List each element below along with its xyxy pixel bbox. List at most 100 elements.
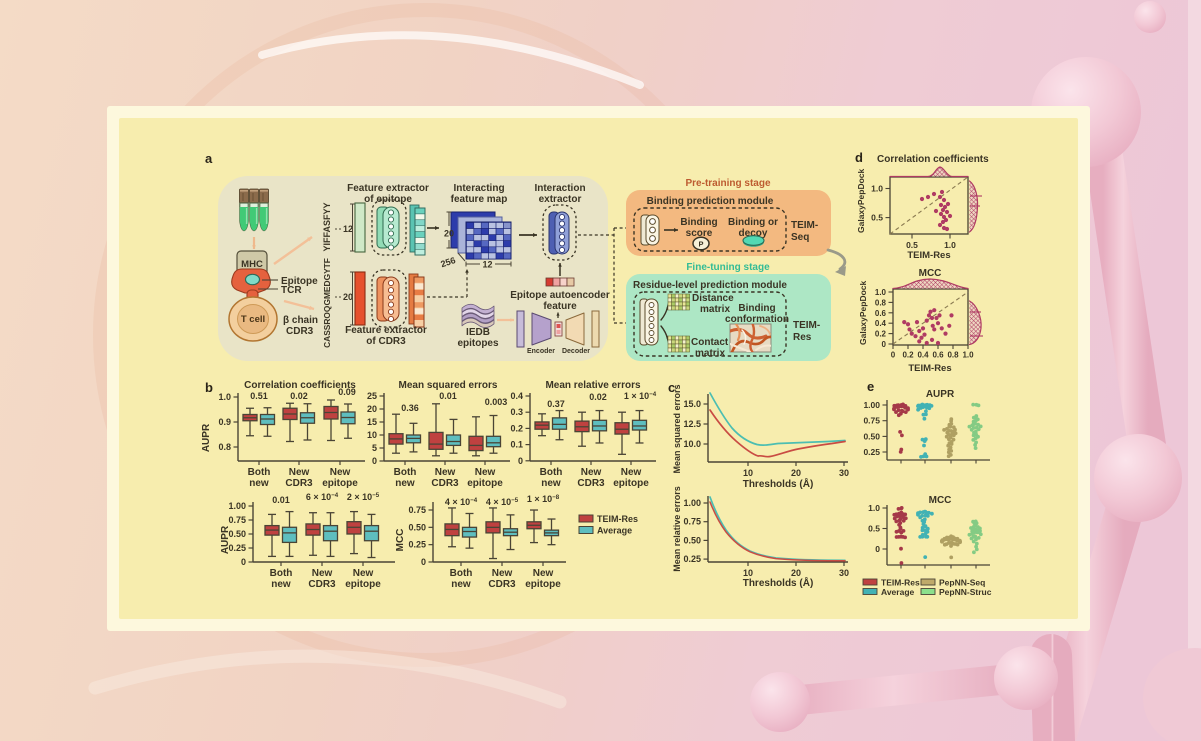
svg-text:CDR3: CDR3 <box>308 579 336 590</box>
svg-text:10: 10 <box>743 568 753 578</box>
svg-text:25: 25 <box>367 391 377 401</box>
svg-text:PepNN-Struc: PepNN-Struc <box>939 587 992 597</box>
svg-text:MHC: MHC <box>241 259 263 270</box>
svg-text:1.0: 1.0 <box>871 184 883 194</box>
svg-text:d: d <box>855 150 863 165</box>
svg-text:Both: Both <box>540 467 563 478</box>
svg-text:Residue-level prediction modul: Residue-level prediction module <box>633 280 787 291</box>
svg-text:Encoder: Encoder <box>527 348 555 355</box>
svg-text:Average: Average <box>881 587 915 597</box>
svg-text:10: 10 <box>367 430 377 440</box>
svg-text:4 × 10−5: 4 × 10−5 <box>486 497 519 507</box>
svg-text:10.0: 10.0 <box>683 439 701 449</box>
svg-text:0.5: 0.5 <box>871 213 883 223</box>
svg-text:0: 0 <box>372 456 377 466</box>
svg-text:TEIM-Res: TEIM-Res <box>908 363 951 374</box>
svg-text:CASSROQGMEDGYTF: CASSROQGMEDGYTF <box>322 258 332 348</box>
svg-text:0.50: 0.50 <box>683 535 701 545</box>
svg-text:Correlation coefficients: Correlation coefficients <box>244 380 356 391</box>
svg-text:0.5: 0.5 <box>868 524 880 534</box>
svg-text:0.02: 0.02 <box>589 392 607 402</box>
svg-text:0: 0 <box>241 557 246 567</box>
svg-text:New: New <box>330 467 351 478</box>
svg-text:feature map: feature map <box>451 194 508 205</box>
svg-text:b: b <box>205 380 213 395</box>
svg-text:15.0: 15.0 <box>683 399 701 409</box>
svg-text:score: score <box>686 228 713 239</box>
svg-text:0.2: 0.2 <box>510 423 523 433</box>
svg-text:1.00: 1.00 <box>863 400 880 410</box>
svg-text:P: P <box>698 240 703 249</box>
svg-text:0: 0 <box>891 351 896 360</box>
svg-text:decoy: decoy <box>739 228 768 239</box>
svg-text:new: new <box>249 478 269 489</box>
svg-text:TEIM-Res: TEIM-Res <box>907 250 950 261</box>
svg-text:GalaxyPepDock: GalaxyPepDock <box>856 168 866 233</box>
svg-text:c: c <box>668 380 675 395</box>
svg-text:AUPR: AUPR <box>220 525 231 554</box>
svg-text:MCC: MCC <box>395 529 406 552</box>
svg-text:new: new <box>541 478 561 489</box>
svg-text:Correlation coefficients: Correlation coefficients <box>877 154 989 165</box>
svg-text:0.1: 0.1 <box>510 440 523 450</box>
svg-text:0.37: 0.37 <box>547 399 565 409</box>
svg-text:1 × 10−4: 1 × 10−4 <box>624 391 657 401</box>
svg-text:0.2: 0.2 <box>875 330 887 339</box>
svg-text:new: new <box>395 478 415 489</box>
svg-text:0.4: 0.4 <box>875 319 887 328</box>
svg-text:Mean squared errors: Mean squared errors <box>672 384 682 473</box>
svg-text:Both: Both <box>248 467 271 478</box>
svg-text:Fine-tuning stage: Fine-tuning stage <box>686 262 770 273</box>
svg-text:Binding: Binding <box>738 303 775 314</box>
svg-text:new: new <box>451 579 471 590</box>
svg-text:Average: Average <box>597 526 632 536</box>
svg-text:0.4: 0.4 <box>917 351 929 360</box>
svg-text:IEDB: IEDB <box>466 327 490 338</box>
svg-text:CDR3: CDR3 <box>285 478 313 489</box>
svg-text:Contact: Contact <box>691 337 729 348</box>
svg-text:0.4: 0.4 <box>510 391 523 401</box>
svg-text:epitope: epitope <box>345 579 381 590</box>
svg-text:Res: Res <box>793 332 812 343</box>
svg-text:Decoder: Decoder <box>562 348 590 355</box>
svg-text:0: 0 <box>421 557 426 567</box>
svg-text:a: a <box>205 151 213 166</box>
svg-text:New: New <box>312 568 333 579</box>
svg-text:0.50: 0.50 <box>228 529 246 539</box>
svg-text:0.6: 0.6 <box>875 309 887 318</box>
svg-text:0.2: 0.2 <box>902 351 914 360</box>
svg-text:0: 0 <box>882 340 887 349</box>
svg-text:MCC: MCC <box>929 495 952 506</box>
svg-text:extractor: extractor <box>539 194 582 205</box>
svg-text:20: 20 <box>343 292 353 302</box>
svg-text:New: New <box>533 568 554 579</box>
svg-text:10: 10 <box>743 468 753 478</box>
svg-text:Pre-training stage: Pre-training stage <box>685 178 770 189</box>
svg-text:0.01: 0.01 <box>439 391 457 401</box>
svg-text:conformation: conformation <box>725 314 789 325</box>
svg-text:β chain: β chain <box>283 315 318 326</box>
svg-text:MCC: MCC <box>919 268 942 279</box>
svg-text:Both: Both <box>450 568 473 579</box>
svg-text:Epitope autoencoder: Epitope autoencoder <box>510 290 610 301</box>
svg-text:1.0: 1.0 <box>944 240 956 250</box>
svg-text:CDR3: CDR3 <box>488 579 516 590</box>
svg-text:TEIM-Res: TEIM-Res <box>881 578 920 588</box>
svg-text:0.25: 0.25 <box>863 447 880 457</box>
svg-text:Thresholds (Å): Thresholds (Å) <box>743 576 814 589</box>
svg-text:TCR: TCR <box>281 285 302 296</box>
svg-text:epitope: epitope <box>467 478 503 489</box>
svg-text:Binding prediction module: Binding prediction module <box>647 196 774 207</box>
svg-text:GalaxyPepDock: GalaxyPepDock <box>858 280 868 345</box>
svg-text:YIFFASFYY: YIFFASFYY <box>322 202 332 251</box>
svg-text:Interacting: Interacting <box>453 183 504 194</box>
svg-text:0.5: 0.5 <box>906 240 918 250</box>
svg-text:Mean relative errors: Mean relative errors <box>672 486 682 572</box>
svg-text:Seq: Seq <box>791 232 809 243</box>
svg-text:e: e <box>867 379 874 394</box>
svg-text:2 × 10−5: 2 × 10−5 <box>347 492 380 502</box>
svg-text:new: new <box>271 579 291 590</box>
svg-text:Mean relative errors: Mean relative errors <box>545 380 640 391</box>
svg-text:epitope: epitope <box>322 478 358 489</box>
svg-text:TEIM-Res: TEIM-Res <box>597 514 638 524</box>
